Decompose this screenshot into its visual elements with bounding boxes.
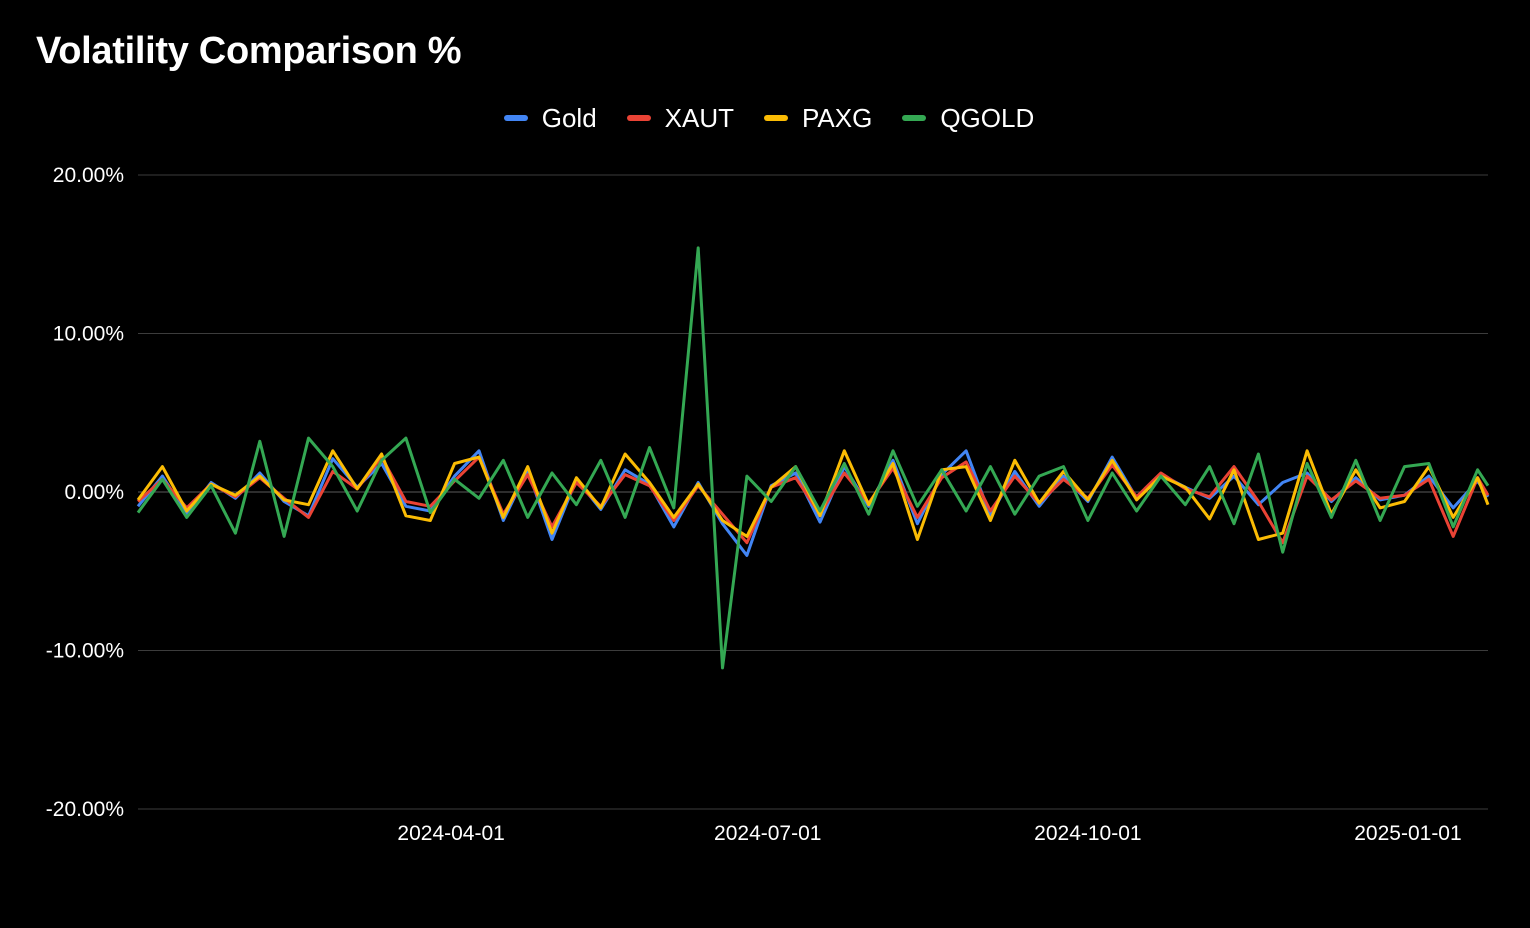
y-axis-ticks: 20.00% 10.00% 0.00% -10.00% -20.00% <box>46 164 124 821</box>
x-tick-label: 2024-04-01 <box>397 822 504 845</box>
legend-item-gold[interactable]: Gold <box>503 102 597 134</box>
series-line-qgold <box>136 246 1490 670</box>
x-tick-label: 2025-01-01 <box>1354 822 1461 845</box>
y-tick-label: 0.00% <box>64 481 124 504</box>
legend-label-xaut: XAUT <box>664 102 734 133</box>
x-tick-label: 2024-10-01 <box>1034 822 1141 845</box>
series-lines <box>136 246 1490 670</box>
x-tick-label: 2024-07-01 <box>714 822 821 845</box>
legend-item-paxg[interactable]: PAXG <box>764 103 872 134</box>
legend-swatch-xaut <box>626 115 651 121</box>
chart-title: Volatility Comparison % <box>36 30 462 72</box>
legend-swatch-qgold <box>902 115 927 121</box>
legend-item-qgold[interactable]: QGOLD <box>902 103 1034 134</box>
legend: Gold XAUT PAXG QGOLD <box>0 100 1530 136</box>
series-line-paxg <box>136 449 1490 541</box>
y-tick-label: -20.00% <box>46 798 124 821</box>
legend-item-xaut[interactable]: XAUT <box>626 102 734 134</box>
legend-label-gold: Gold <box>541 102 597 133</box>
legend-swatch-gold <box>503 115 528 121</box>
y-tick-label: 20.00% <box>53 164 124 187</box>
y-tick-label: -10.00% <box>46 640 124 663</box>
y-tick-label: 10.00% <box>53 323 124 346</box>
legend-label-paxg: PAXG <box>802 102 873 133</box>
x-axis-ticks: 2024-04-01 2024-07-01 2024-10-01 2025-01-01 <box>397 822 1461 845</box>
legend-swatch-paxg <box>764 115 788 121</box>
legend-label-qgold: QGOLD <box>940 102 1035 133</box>
gridlines <box>138 174 1488 810</box>
